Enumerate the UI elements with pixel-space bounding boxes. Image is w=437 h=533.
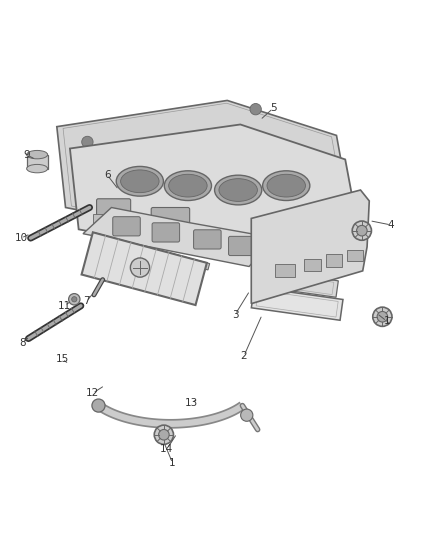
Bar — [149, 224, 164, 235]
Text: 9: 9 — [24, 150, 31, 160]
Ellipse shape — [27, 164, 48, 173]
Text: 2: 2 — [240, 351, 247, 361]
FancyBboxPatch shape — [151, 207, 190, 234]
Circle shape — [86, 191, 97, 202]
Text: 10: 10 — [14, 233, 28, 243]
Circle shape — [130, 258, 149, 277]
Ellipse shape — [113, 142, 163, 173]
Circle shape — [159, 430, 169, 440]
Text: 1: 1 — [383, 316, 390, 326]
Circle shape — [69, 294, 80, 305]
Circle shape — [250, 103, 261, 115]
Text: 13: 13 — [185, 398, 198, 408]
Text: 4: 4 — [388, 220, 395, 230]
FancyBboxPatch shape — [194, 230, 221, 249]
Polygon shape — [251, 190, 369, 304]
Polygon shape — [252, 269, 338, 297]
Text: 8: 8 — [19, 338, 26, 348]
Circle shape — [322, 165, 333, 176]
Circle shape — [357, 225, 367, 236]
Bar — [326, 254, 342, 266]
Ellipse shape — [121, 170, 159, 192]
Ellipse shape — [263, 171, 310, 200]
Text: 3: 3 — [232, 310, 239, 320]
Ellipse shape — [27, 150, 48, 159]
Bar — [304, 259, 321, 271]
Text: 11: 11 — [58, 301, 71, 311]
Bar — [27, 155, 48, 168]
Polygon shape — [70, 125, 358, 262]
Ellipse shape — [215, 175, 262, 205]
FancyBboxPatch shape — [229, 236, 256, 256]
Ellipse shape — [116, 166, 163, 196]
Text: 1: 1 — [169, 458, 176, 468]
Bar — [173, 227, 188, 239]
Circle shape — [377, 311, 388, 322]
Bar — [275, 264, 295, 277]
Circle shape — [92, 399, 105, 412]
Text: 12: 12 — [86, 388, 99, 398]
Circle shape — [82, 136, 93, 148]
Circle shape — [352, 221, 371, 240]
Bar — [93, 214, 108, 225]
FancyBboxPatch shape — [152, 223, 180, 242]
Ellipse shape — [169, 174, 207, 197]
Bar — [347, 250, 363, 261]
Ellipse shape — [257, 146, 307, 177]
Text: 7: 7 — [83, 296, 90, 306]
Polygon shape — [92, 232, 210, 270]
Text: 5: 5 — [270, 103, 277, 114]
Circle shape — [112, 197, 124, 209]
Circle shape — [373, 307, 392, 326]
Text: 14: 14 — [160, 444, 173, 454]
Text: 6: 6 — [104, 169, 111, 180]
Polygon shape — [251, 287, 343, 320]
Text: 15: 15 — [55, 354, 69, 364]
Ellipse shape — [161, 146, 211, 177]
Polygon shape — [83, 207, 271, 266]
Circle shape — [72, 297, 77, 302]
Ellipse shape — [209, 150, 259, 182]
Circle shape — [252, 228, 264, 239]
FancyBboxPatch shape — [113, 217, 140, 236]
Ellipse shape — [219, 179, 257, 201]
Circle shape — [316, 175, 327, 187]
Polygon shape — [57, 100, 350, 243]
FancyBboxPatch shape — [97, 199, 131, 225]
Ellipse shape — [164, 171, 212, 200]
Circle shape — [154, 425, 173, 445]
Bar — [121, 219, 136, 230]
Ellipse shape — [267, 174, 305, 197]
Circle shape — [241, 409, 253, 421]
Polygon shape — [82, 232, 207, 305]
